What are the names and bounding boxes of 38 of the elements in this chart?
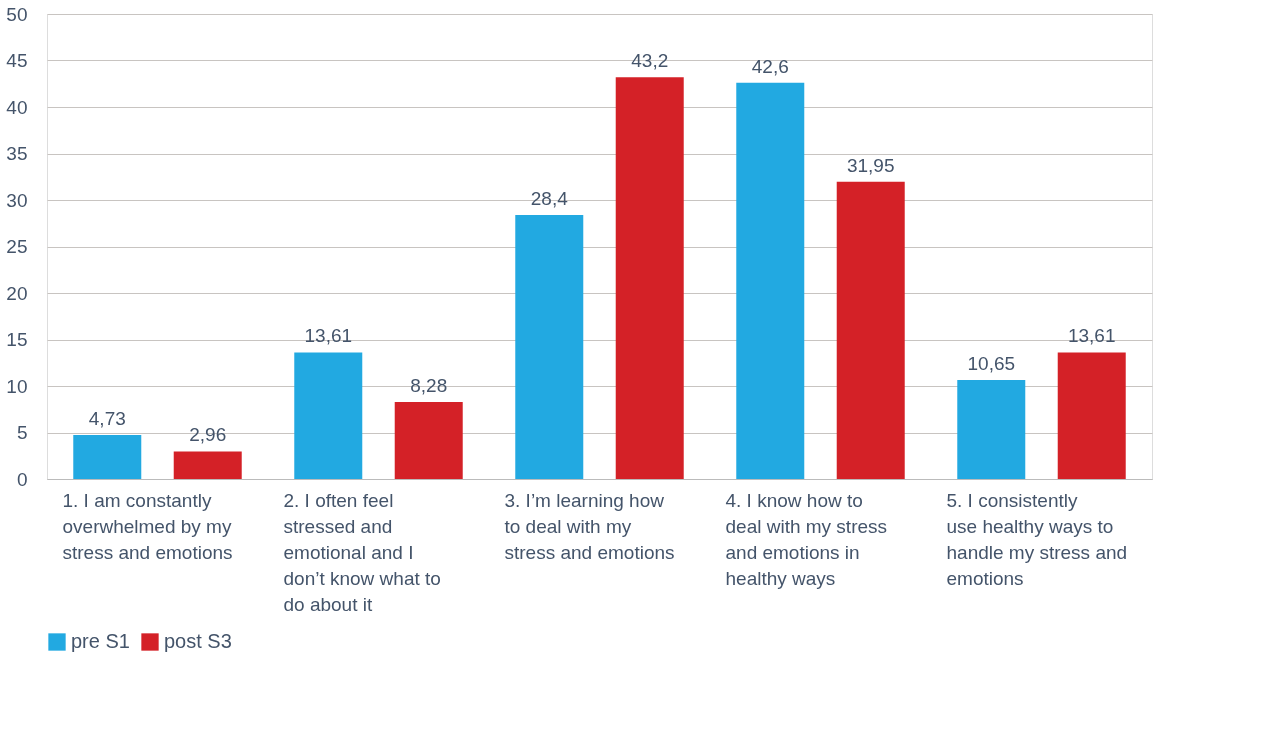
data-label: 13,61 <box>1067 325 1116 347</box>
legend-label: post S3 <box>164 630 232 652</box>
bar <box>615 77 684 479</box>
x-tick-label: 5. I consistently use healthy ways to handle my stress and emotions <box>946 489 1128 589</box>
bar <box>294 352 363 479</box>
y-tick-label: 10 <box>6 375 28 397</box>
data-label: 4,73 <box>88 408 126 430</box>
x-tick-label: 3. I’m learning how to deal with my stress and emotions <box>504 489 675 563</box>
y-tick-label: 50 <box>6 3 28 25</box>
data-label: 43,2 <box>631 50 669 72</box>
data-label: 13,61 <box>304 325 353 347</box>
y-tick-label: 20 <box>6 282 28 304</box>
bar <box>736 82 805 479</box>
bar <box>515 214 584 479</box>
data-label: 10,65 <box>967 352 1016 374</box>
data-label: 31,95 <box>846 154 895 176</box>
y-tick-label: 5 <box>16 422 28 443</box>
y-tick-label: 30 <box>6 189 28 211</box>
bar <box>173 451 242 479</box>
data-label: 42,6 <box>751 55 789 77</box>
y-tick-label: 0 <box>16 468 28 490</box>
bar <box>73 435 142 479</box>
bar <box>836 181 905 479</box>
data-label: 8,28 <box>410 375 448 396</box>
y-tick-label: 40 <box>6 96 28 118</box>
legend-label: pre S1 <box>71 630 130 652</box>
y-tick-label: 15 <box>6 329 28 350</box>
x-tick-label: 2. I often feel stressed and emotional and I don’t know what to do about it <box>283 489 441 615</box>
bar <box>394 402 463 479</box>
data-label: 28,4 <box>530 187 569 209</box>
y-tick-label: 25 <box>6 236 28 257</box>
x-tick-label: 4. I know how to deal with my stress and emotions in healthy ways <box>725 489 888 589</box>
y-tick-label: 45 <box>6 50 28 71</box>
data-label: 2,96 <box>189 424 227 446</box>
x-tick-label: 1. I am constantly overwhelmed by my stress and emotions <box>62 489 233 563</box>
y-tick-label: 35 <box>6 143 28 164</box>
bar <box>957 379 1026 479</box>
bar <box>1057 352 1126 479</box>
